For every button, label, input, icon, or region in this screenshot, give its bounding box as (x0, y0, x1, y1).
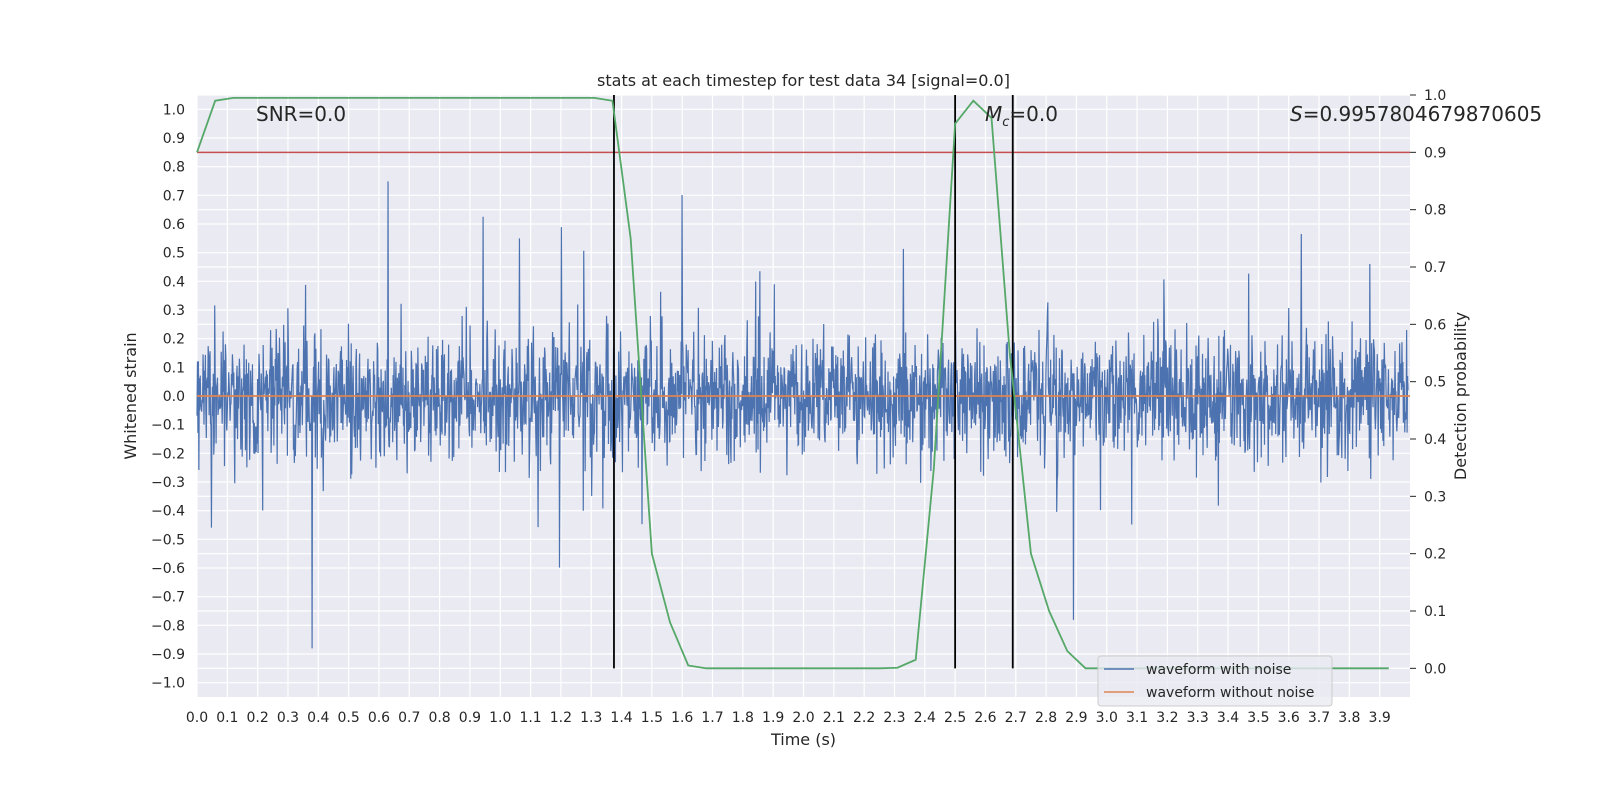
x-tick-label: 2.3 (883, 710, 905, 726)
y-tick-label: −0.3 (151, 475, 185, 491)
x-axis-label: Time (s) (770, 730, 836, 749)
y2-tick-label: 0.5 (1424, 375, 1446, 391)
noisy-waveform-series (196, 181, 1409, 649)
x-tick-label: 0.3 (277, 710, 299, 726)
x-tick-label: 3.5 (1247, 710, 1269, 726)
legend-label-clean: waveform without noise (1146, 685, 1314, 701)
x-tick-label: 3.9 (1369, 710, 1391, 726)
y2-tick-label: 0.2 (1424, 547, 1446, 563)
x-tick-label: 1.1 (519, 710, 541, 726)
x-tick-label: 2.4 (914, 710, 936, 726)
x-tick-label: 1.5 (641, 710, 663, 726)
x-tick-label: 0.6 (368, 710, 390, 726)
y2-axis-label: Detection probability (1451, 312, 1470, 480)
y-tick-label: 0.6 (163, 217, 185, 233)
x-tick-label: 0.2 (247, 710, 269, 726)
x-tick-label: 1.2 (550, 710, 572, 726)
y-tick-label: −0.2 (151, 446, 185, 462)
x-tick-label: 2.7 (1005, 710, 1027, 726)
y2-tick-label: 0.4 (1424, 432, 1446, 448)
x-tick-label: 0.0 (186, 710, 208, 726)
waveform-with-noise-line (196, 181, 1409, 649)
x-tick-label: 0.4 (307, 710, 329, 726)
y-tick-label: 0.1 (163, 360, 185, 376)
chirp-mass-value: =0.0 (1009, 102, 1058, 126)
x-tick-label: 1.4 (610, 710, 632, 726)
y-tick-label: 0.7 (163, 188, 185, 204)
x-tick-label: 2.2 (853, 710, 875, 726)
x-tick-label: 3.2 (1156, 710, 1178, 726)
y-tick-label: −0.4 (151, 504, 185, 520)
x-tick-label: 1.8 (732, 710, 754, 726)
x-tick-label: 3.6 (1278, 710, 1300, 726)
x-tick-label: 1.3 (580, 710, 602, 726)
y-tick-label: 0.3 (163, 303, 185, 319)
x-tick-label: 3.0 (1096, 710, 1118, 726)
y2-tick-label: 1.0 (1424, 88, 1446, 104)
y-tick-label: 0.4 (163, 274, 185, 290)
x-tick-label: 1.9 (762, 710, 784, 726)
x-tick-label: 3.4 (1217, 710, 1239, 726)
y-tick-label: 0.0 (163, 389, 185, 405)
chirp-mass-subscript: c (1002, 115, 1009, 130)
y-tick-label: −0.6 (151, 561, 185, 577)
y-tick-label: 0.5 (163, 246, 185, 262)
x-tick-label: 2.1 (823, 710, 845, 726)
score-symbol: S (1290, 102, 1303, 126)
x-tick-label: 2.6 (974, 710, 996, 726)
y2-tick-label: 0.9 (1424, 145, 1446, 161)
x-tick-label: 2.9 (1065, 710, 1087, 726)
legend: waveform with noise waveform without noi… (1097, 655, 1333, 707)
x-tick-label: 0.9 (459, 710, 481, 726)
y2-tick-label: 0.1 (1424, 604, 1446, 620)
chirp-mass-symbol: M (985, 102, 1002, 126)
x-tick-label: 3.8 (1338, 710, 1360, 726)
x-tick-label: 2.5 (944, 710, 966, 726)
score-annotation: S=0.9957804679870605 (1290, 102, 1542, 126)
score-value: =0.9957804679870605 (1303, 102, 1542, 126)
x-tick-label: 3.1 (1126, 710, 1148, 726)
legend-label-noise: waveform with noise (1146, 662, 1291, 678)
x-tick-label: 0.7 (398, 710, 420, 726)
chart-title: stats at each timestep for test data 34 … (597, 71, 1010, 90)
y2-tick-label: 0.8 (1424, 203, 1446, 219)
x-tick-label: 1.6 (671, 710, 693, 726)
x-tick-label: 1.7 (701, 710, 723, 726)
y-tick-label: −0.1 (151, 418, 185, 434)
y-tick-label: 0.2 (163, 332, 185, 348)
x-tick-label: 0.1 (216, 710, 238, 726)
x-tick-label: 3.3 (1187, 710, 1209, 726)
y-tick-label: −0.7 (151, 590, 185, 606)
y-tick-label: −1.0 (151, 676, 185, 692)
y2-tick-label: 0.7 (1424, 260, 1446, 276)
snr-annotation: SNR=0.0 (256, 102, 346, 126)
x-tick-label: 2.8 (1035, 710, 1057, 726)
y-tick-label: 0.8 (163, 160, 185, 176)
tick-labels: 0.0 0.1 0.2 0.3 0.4 0.5 0.6 0.7 0.8 0.9 1.0 1.1 1.2 1… (151, 88, 1446, 726)
y-tick-label: −0.8 (151, 618, 185, 634)
legend-box (1097, 655, 1333, 707)
y-tick-label: 0.9 (163, 131, 185, 147)
y-tick-label: −0.9 (151, 647, 185, 663)
y2-tick-label: 0.3 (1424, 489, 1446, 505)
x-tick-label: 0.8 (428, 710, 450, 726)
y2-tick-label: 0.6 (1424, 317, 1446, 333)
y-tick-label: −0.5 (151, 532, 185, 548)
x-tick-label: 2.0 (792, 710, 814, 726)
chirp-mass-annotation: Mc=0.0 (985, 102, 1058, 130)
x-tick-label: 0.5 (337, 710, 359, 726)
y-tick-label: 1.0 (163, 102, 185, 118)
x-tick-label: 1.0 (489, 710, 511, 726)
x-tick-label: 3.7 (1308, 710, 1330, 726)
y2-tick-label: 0.0 (1424, 661, 1446, 677)
y-axis-label: Whitened strain (121, 332, 140, 459)
